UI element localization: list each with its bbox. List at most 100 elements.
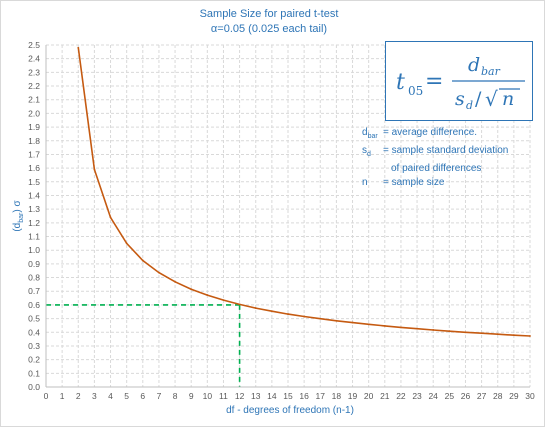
formula-box: t 05 = d bar s d / √ n <box>385 41 533 121</box>
y-tick-label: 1.3 <box>28 204 40 214</box>
data-point <box>351 321 354 324</box>
y-tick-label: 0.8 <box>28 273 40 283</box>
x-tick-label: 5 <box>124 391 129 401</box>
legend-symbol: sd <box>362 144 383 162</box>
formula-numerator-sub: bar <box>481 65 501 78</box>
y-tick-label: 0.4 <box>28 327 40 337</box>
legend-symbol: n <box>362 176 383 190</box>
x-tick-label: 23 <box>412 391 422 401</box>
y-tick-label: 0.3 <box>28 341 40 351</box>
x-tick-label: 14 <box>267 391 277 401</box>
data-point <box>416 327 418 330</box>
data-point <box>448 330 451 333</box>
x-axis-label: df - degrees of freedom (n-1) <box>226 405 354 416</box>
y-tick-label: 1.4 <box>28 190 40 200</box>
legend-row: dbar = average difference. <box>362 126 542 144</box>
x-tick-label: 19 <box>348 391 358 401</box>
x-tick-label: 28 <box>493 391 503 401</box>
formula-radical: √ <box>485 87 498 111</box>
x-tick-label: 27 <box>477 391 487 401</box>
data-point <box>496 333 499 336</box>
x-tick-label: 24 <box>428 391 438 401</box>
data-point <box>254 307 257 309</box>
data-point <box>529 335 531 337</box>
y-tick-label: 0.1 <box>28 368 40 378</box>
y-tick-label: 2.1 <box>28 95 40 105</box>
x-tick-label: 26 <box>461 391 471 401</box>
x-tick-label: 8 <box>173 391 178 401</box>
legend-symbol-base: s <box>362 145 367 156</box>
data-point <box>206 294 209 296</box>
x-tick-label: 20 <box>364 391 374 401</box>
legend-text: = sample size <box>383 177 445 188</box>
y-tick-label: 2.3 <box>28 67 40 77</box>
data-point <box>367 323 370 326</box>
x-tick-label: 4 <box>108 391 113 401</box>
legend-symbol-sub: bar <box>367 133 378 140</box>
data-point <box>287 313 289 315</box>
chart-subtitle: α=0.05 (0.025 each tail) <box>211 23 327 35</box>
data-point <box>93 168 96 171</box>
y-tick-label: 0.5 <box>28 314 40 324</box>
formula-slash: / <box>475 88 482 110</box>
y-tick-label: 2.2 <box>28 81 40 91</box>
formula-lhs-sub: 05 <box>408 84 423 98</box>
x-tick-label: 16 <box>299 391 309 401</box>
y-tick-label: 2.4 <box>28 54 40 64</box>
data-point <box>238 303 241 306</box>
legend-continuation: of paired differences <box>391 163 482 174</box>
x-tick-label: 3 <box>92 391 97 401</box>
x-tick-label: 29 <box>509 391 519 401</box>
x-tick-label: 0 <box>44 391 49 401</box>
y-tick-label: 1.5 <box>28 177 40 187</box>
y-tick-label: 1.8 <box>28 136 40 146</box>
formula-equals: = <box>425 69 443 94</box>
y-label-sub: bar <box>18 212 25 223</box>
data-point <box>158 271 160 274</box>
tick-labels: 0 1 2 3 4 5 6 7 8 9 10 11 12 13 14 15 16 17 18 19 20 21 22 23 24… <box>28 40 535 401</box>
chart-title: Sample Size for paired t-test <box>200 8 339 20</box>
x-tick-label: 11 <box>219 391 228 401</box>
data-point <box>480 332 483 335</box>
data-point <box>335 319 338 322</box>
legend-symbol: dbar <box>362 126 383 144</box>
y-tick-label: 1.7 <box>28 149 40 159</box>
data-point <box>432 329 435 331</box>
y-tick-label: 2.0 <box>28 108 40 118</box>
x-tick-label: 7 <box>157 391 162 401</box>
y-tick-label: 0.7 <box>28 286 40 296</box>
reference-lines <box>46 304 241 387</box>
data-points <box>77 46 531 337</box>
legend-symbol-base: n <box>362 177 368 188</box>
y-tick-label: 1.9 <box>28 122 40 132</box>
data-point <box>190 288 193 291</box>
data-point <box>512 334 515 337</box>
data-point <box>141 259 144 262</box>
data-point <box>109 216 112 219</box>
data-point <box>125 242 128 245</box>
y-tick-label: 0.6 <box>28 300 40 310</box>
y-label-tail: ) σ <box>12 200 23 213</box>
x-tick-label: 30 <box>525 391 535 401</box>
legend-row: n = sample size <box>362 176 542 190</box>
x-tick-label: 17 <box>316 391 326 401</box>
y-tick-label: 0.9 <box>28 259 40 269</box>
legend: dbar = average difference. sd = sample s… <box>362 126 542 190</box>
data-point <box>464 331 467 334</box>
x-tick-label: 2 <box>76 391 81 401</box>
x-tick-label: 1 <box>60 391 65 401</box>
data-point <box>174 280 176 283</box>
y-tick-label: 2.5 <box>28 40 40 50</box>
y-tick-label: 1.6 <box>28 163 40 173</box>
x-tick-label: 18 <box>332 391 342 401</box>
legend-text: = sample standard deviation <box>383 145 509 156</box>
data-point <box>77 46 80 49</box>
data-point <box>270 310 273 313</box>
x-tick-label: 25 <box>445 391 455 401</box>
x-tick-label: 21 <box>380 391 390 401</box>
legend-symbol-sub: d <box>367 151 371 158</box>
formula-numerator: d <box>468 54 480 76</box>
data-point <box>303 315 306 318</box>
legend-symbol-base: d <box>362 127 368 138</box>
